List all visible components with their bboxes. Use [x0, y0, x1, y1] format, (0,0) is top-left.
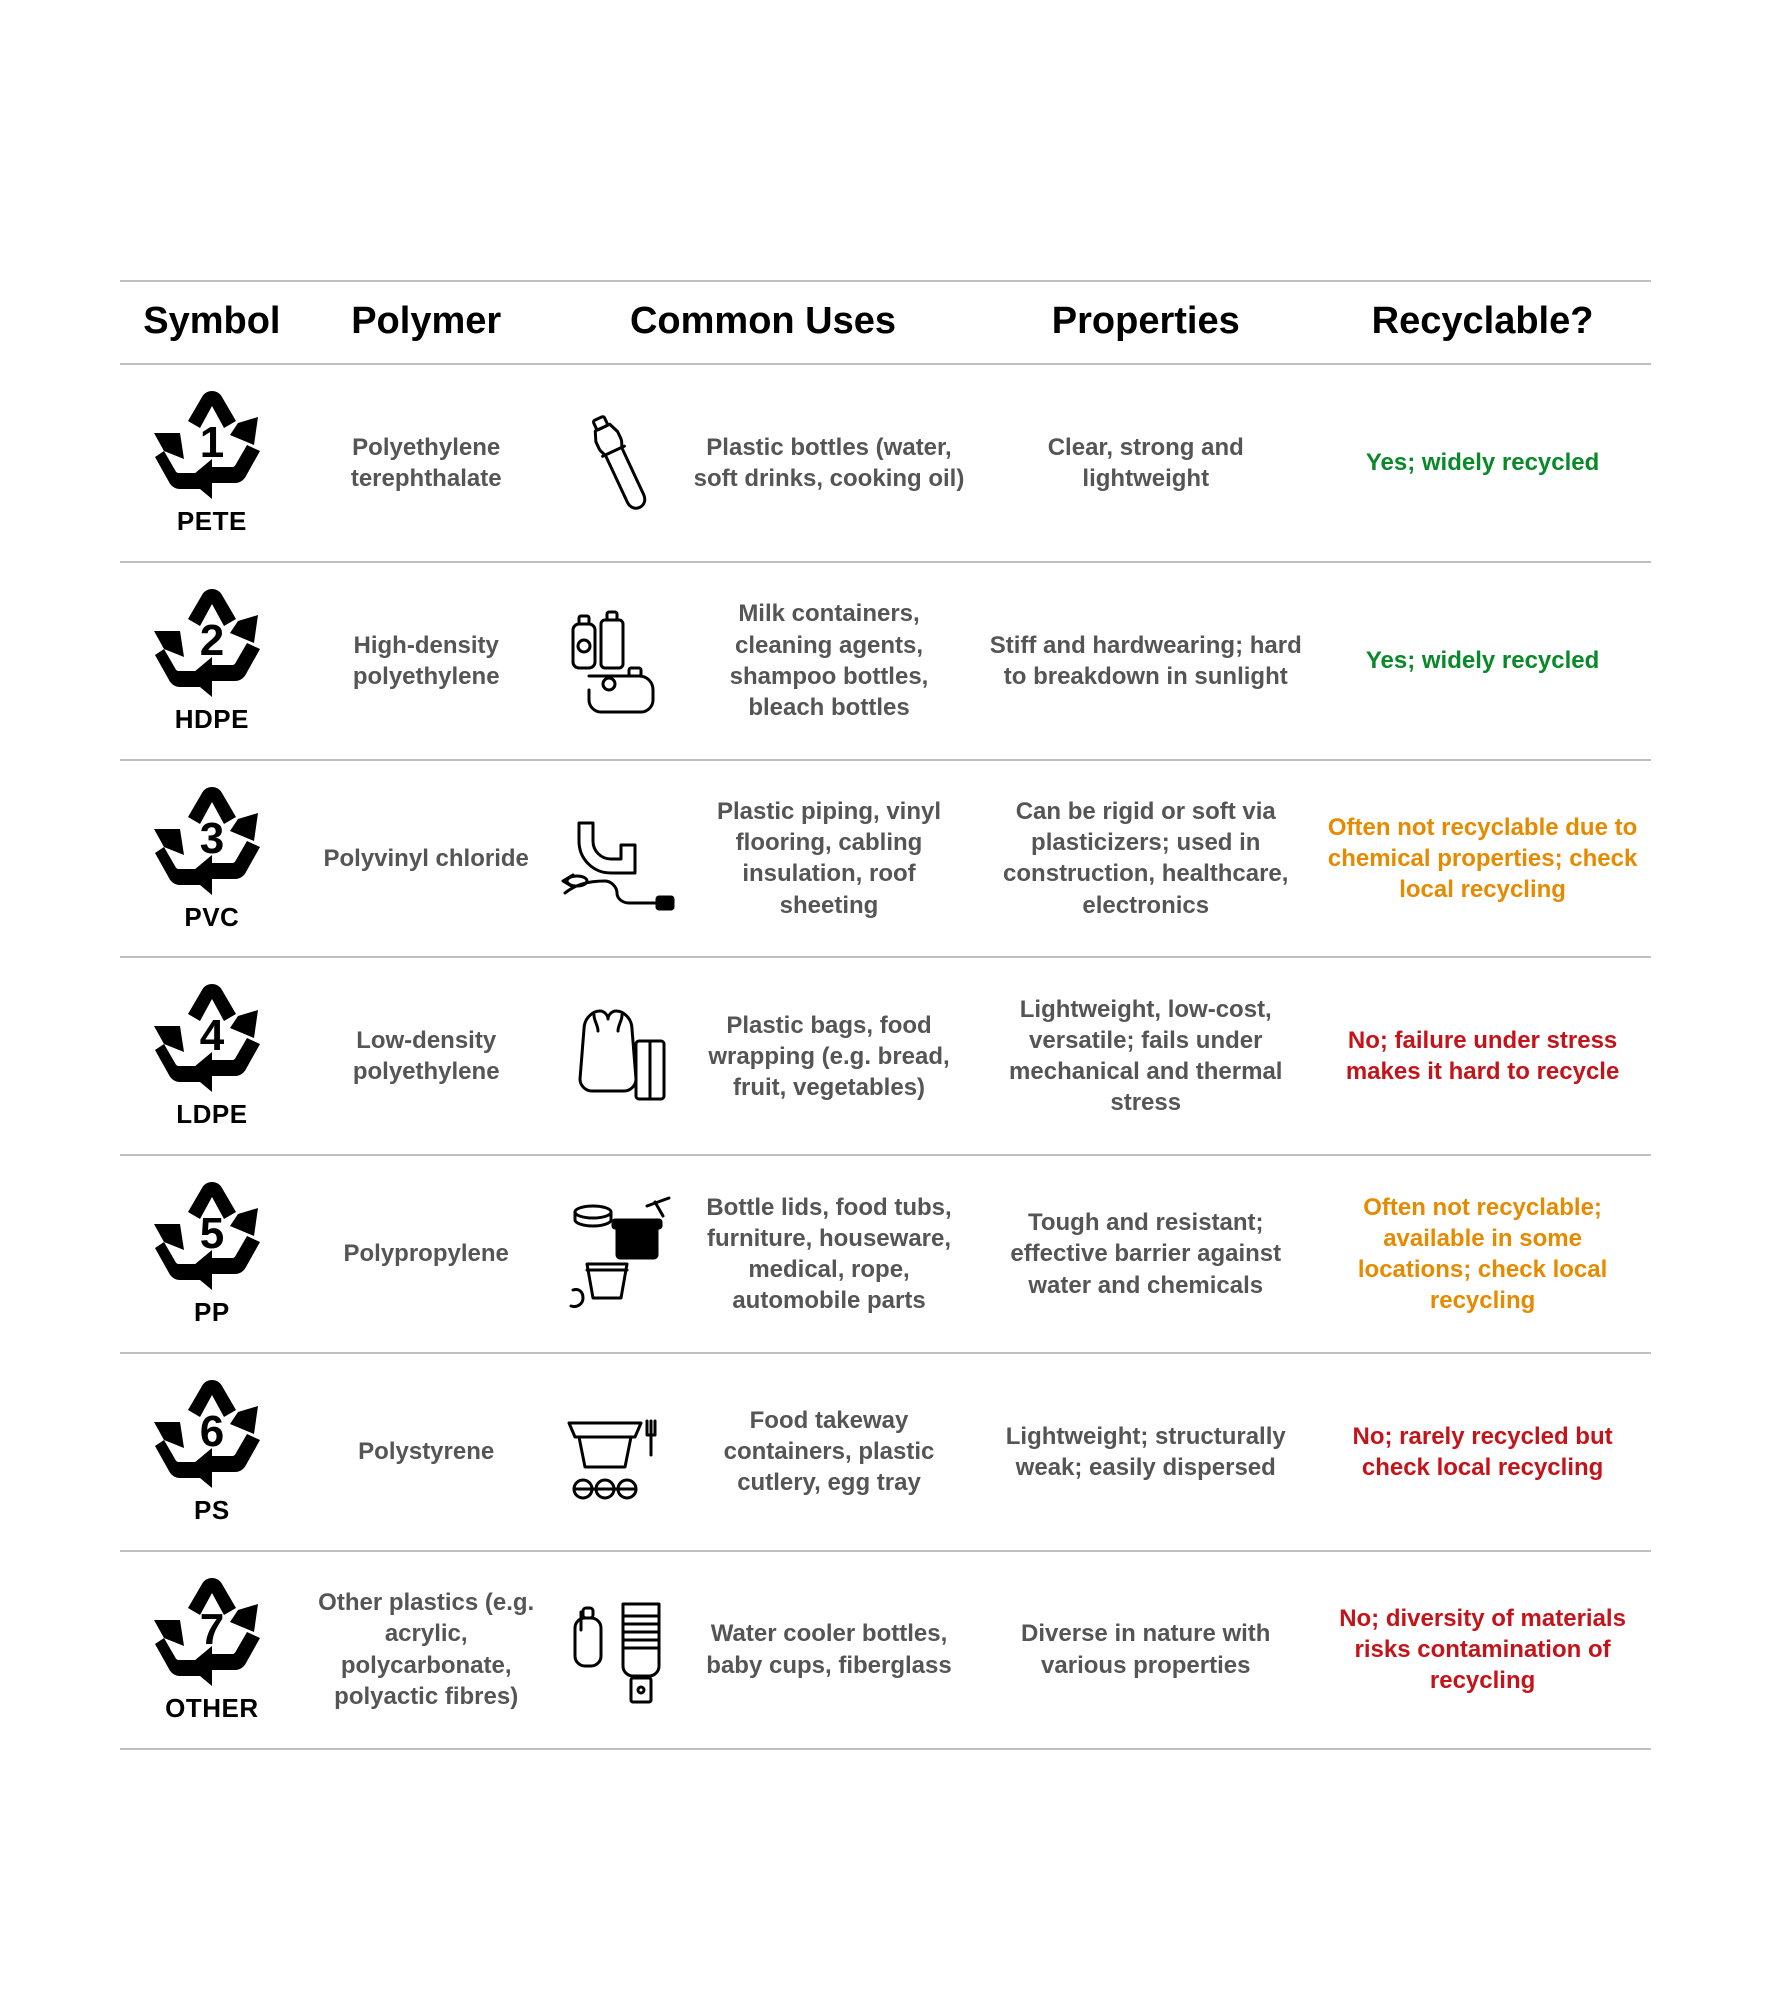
plastics-table: Symbol Polymer Common Uses Properties Re… — [120, 280, 1651, 1750]
cell-symbol: 6 PS — [120, 1353, 304, 1551]
cell-polymer: High-density polyethylene — [304, 562, 549, 760]
cell-recyclable: No; diversity of materials risks contami… — [1314, 1551, 1651, 1749]
svg-text:7: 7 — [200, 1605, 224, 1654]
cell-polymer: Low-density polyethylene — [304, 957, 549, 1155]
cell-properties: Tough and resistant; effective barrier a… — [977, 1155, 1314, 1353]
cell-symbol: 1 PETE — [120, 364, 304, 562]
symbol-abbr: PVC — [184, 901, 239, 935]
col-header-polymer: Polymer — [304, 281, 549, 364]
recycle-icon: 3 — [152, 783, 272, 903]
cell-symbol: 5 PP — [120, 1155, 304, 1353]
cell-symbol: 4 LDPE — [120, 957, 304, 1155]
col-header-symbol: Symbol — [120, 281, 304, 364]
cell-uses: Milk containers, cleaning agents, shampo… — [549, 562, 978, 760]
cell-recyclable: No; failure under stress makes it hard t… — [1314, 957, 1651, 1155]
cell-properties: Diverse in nature with various propertie… — [977, 1551, 1314, 1749]
recycle-icon: 4 — [152, 980, 272, 1100]
uses-icon — [559, 1397, 679, 1507]
cell-polymer: Polypropylene — [304, 1155, 549, 1353]
col-header-recyclable: Recyclable? — [1314, 281, 1651, 364]
symbol-abbr: PETE — [177, 505, 247, 539]
recycle-icon: 1 — [152, 387, 272, 507]
uses-text: Plastic bags, food wrapping (e.g. bread,… — [691, 1010, 968, 1104]
uses-text: Water cooler bottles, baby cups, fibergl… — [691, 1618, 968, 1680]
svg-text:3: 3 — [200, 814, 224, 863]
cell-recyclable: Yes; widely recycled — [1314, 562, 1651, 760]
uses-text: Milk containers, cleaning agents, shampo… — [691, 598, 968, 723]
header-row: Symbol Polymer Common Uses Properties Re… — [120, 281, 1651, 364]
cell-properties: Lightweight, low-cost, versatile; fails … — [977, 957, 1314, 1155]
svg-text:1: 1 — [200, 418, 224, 467]
cell-polymer: Polystyrene — [304, 1353, 549, 1551]
cell-recyclable: Yes; widely recycled — [1314, 364, 1651, 562]
svg-text:6: 6 — [200, 1407, 224, 1456]
cell-uses: Plastic piping, vinyl flooring, cabling … — [549, 760, 978, 958]
cell-uses: Water cooler bottles, baby cups, fibergl… — [549, 1551, 978, 1749]
table-row: 5 PP Polypropylene Bottle lids, food tub… — [120, 1155, 1651, 1353]
recycle-icon: 5 — [152, 1178, 272, 1298]
cell-recyclable: Often not recyclable due to chemical pro… — [1314, 760, 1651, 958]
svg-text:2: 2 — [200, 616, 224, 665]
recycle-icon: 7 — [152, 1574, 272, 1694]
table-row: 1 PETE Polyethylene terephthalate Plasti… — [120, 364, 1651, 562]
cell-uses: Bottle lids, food tubs, furniture, house… — [549, 1155, 978, 1353]
symbol-abbr: LDPE — [176, 1098, 247, 1132]
table-row: 2 HDPE High-density polyethylene Milk co… — [120, 562, 1651, 760]
col-header-uses: Common Uses — [549, 281, 978, 364]
uses-text: Bottle lids, food tubs, furniture, house… — [691, 1192, 968, 1317]
uses-icon — [559, 1199, 679, 1309]
cell-uses: Plastic bottles (water, soft drinks, coo… — [549, 364, 978, 562]
cell-uses: Food takeway containers, plastic cutlery… — [549, 1353, 978, 1551]
symbol-abbr: PS — [194, 1494, 230, 1528]
uses-icon — [559, 606, 679, 716]
cell-uses: Plastic bags, food wrapping (e.g. bread,… — [549, 957, 978, 1155]
cell-polymer: Polyethylene terephthalate — [304, 364, 549, 562]
svg-text:5: 5 — [200, 1209, 224, 1258]
cell-recyclable: No; rarely recycled but check local recy… — [1314, 1353, 1651, 1551]
cell-properties: Can be rigid or soft via plasticizers; u… — [977, 760, 1314, 958]
cell-properties: Stiff and hardwearing; hard to breakdown… — [977, 562, 1314, 760]
symbol-abbr: PP — [194, 1296, 230, 1330]
table-row: 4 LDPE Low-density polyethylene Plastic … — [120, 957, 1651, 1155]
table-row: 3 PVC Polyvinyl chloride Plastic piping,… — [120, 760, 1651, 958]
table-row: 6 PS Polystyrene Food takeway containers… — [120, 1353, 1651, 1551]
cell-symbol: 3 PVC — [120, 760, 304, 958]
cell-recyclable: Often not recyclable; available in some … — [1314, 1155, 1651, 1353]
recycle-icon: 6 — [152, 1376, 272, 1496]
uses-icon — [559, 408, 679, 518]
symbol-abbr: HDPE — [175, 703, 249, 737]
symbol-abbr: OTHER — [165, 1692, 259, 1726]
uses-text: Plastic piping, vinyl flooring, cabling … — [691, 796, 968, 921]
cell-properties: Lightweight; structurally weak; easily d… — [977, 1353, 1314, 1551]
table-row: 7 OTHER Other plastics (e.g. acrylic, po… — [120, 1551, 1651, 1749]
cell-symbol: 2 HDPE — [120, 562, 304, 760]
cell-polymer: Polyvinyl chloride — [304, 760, 549, 958]
uses-icon — [559, 1595, 679, 1705]
recycle-icon: 2 — [152, 585, 272, 705]
cell-symbol: 7 OTHER — [120, 1551, 304, 1749]
uses-icon — [559, 803, 679, 913]
svg-text:4: 4 — [200, 1011, 225, 1060]
cell-polymer: Other plastics (e.g. acrylic, polycarbon… — [304, 1551, 549, 1749]
uses-text: Food takeway containers, plastic cutlery… — [691, 1405, 968, 1499]
uses-text: Plastic bottles (water, soft drinks, coo… — [691, 432, 968, 494]
uses-icon — [559, 1001, 679, 1111]
col-header-properties: Properties — [977, 281, 1314, 364]
cell-properties: Clear, strong and lightweight — [977, 364, 1314, 562]
